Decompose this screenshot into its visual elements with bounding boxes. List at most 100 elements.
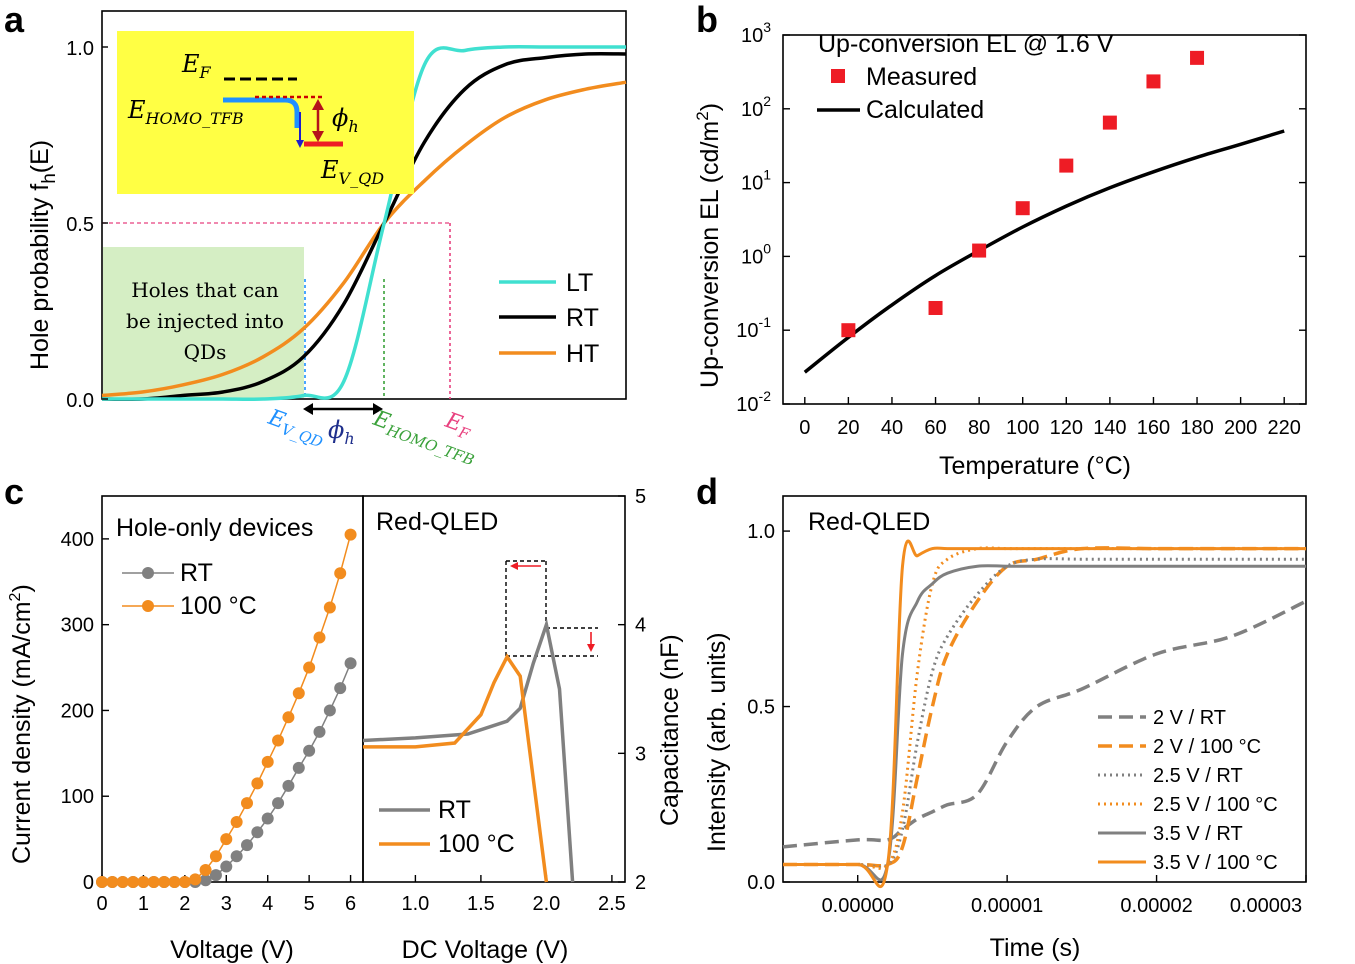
- legend-c-rt-label: RT: [180, 559, 213, 587]
- panel-c-left-point: [251, 777, 264, 790]
- panel-c-left-point: [147, 876, 160, 888]
- panel-c-right-y-tick-label: 3: [635, 743, 646, 765]
- panel-c-left-point: [292, 687, 305, 700]
- panel-b-y-tick-label: 101: [741, 167, 771, 195]
- measured-point: [841, 323, 856, 338]
- panel-c-left-point: [282, 779, 295, 792]
- legend-cr-rt-label: RT: [438, 796, 471, 824]
- panel-c-left-point: [220, 860, 233, 873]
- panel-c-y-label-left: Current density (mA/cm2): [7, 584, 36, 864]
- panel-c-left-line-0: [102, 662, 352, 883]
- panel-d-legend-label: 2 V / 100 °C: [1153, 736, 1261, 758]
- panel-c-right-x-tick-label: 1.0: [401, 893, 429, 915]
- panel-b-x-tick-label: 80: [968, 417, 990, 439]
- panel-c-left-point: [313, 725, 326, 738]
- panel-c-left-point: [178, 876, 191, 888]
- panel-a: a Holes that can be injected into QDs EF…: [4, 0, 627, 469]
- legend-measured-marker: [831, 69, 845, 83]
- panel-c-left-point: [220, 833, 233, 846]
- panel-d-series-line: [783, 557, 1306, 869]
- inset-red-arrowhead-top: [312, 99, 324, 110]
- panel-a-y-ticks: 0.0 0.5 1.0: [66, 38, 108, 412]
- shift-arrow-down-head: [587, 644, 595, 652]
- panel-c-y-label-right: Capacitance (nF): [656, 634, 684, 826]
- panel-c-left-point: [230, 815, 243, 828]
- panel-d-x-tick-label: 0.00000: [822, 895, 894, 917]
- panel-d-title: Red-QLED: [808, 508, 930, 536]
- xmark-ef: EF: [440, 408, 476, 444]
- legend-measured-label: Measured: [866, 63, 977, 91]
- panel-c-left-point: [106, 876, 119, 888]
- panel-a-green-box: [103, 247, 304, 398]
- panel-c-left-y-tick-label: 400: [61, 529, 94, 551]
- panel-b-x-tick-label: 220: [1268, 417, 1301, 439]
- panel-b-x-tick-label: 60: [924, 417, 946, 439]
- panel-c-left-point: [241, 797, 253, 810]
- panel-b-legend-title: Up-conversion EL @ 1.6 V: [818, 30, 1114, 58]
- panel-c-left-point: [261, 812, 274, 825]
- panel-d-frame: [782, 495, 1307, 883]
- shift-arrow-left-head: [510, 562, 518, 570]
- panel-c-right-line-0: [362, 617, 575, 883]
- panel-d-x-tick-label: 0.00003: [1230, 895, 1302, 917]
- measured-point: [1059, 158, 1074, 173]
- measured-point: [972, 243, 987, 258]
- panel-c-left-point: [199, 863, 212, 876]
- panel-b-frame: [782, 34, 1307, 405]
- panel-c-left-point: [209, 850, 222, 863]
- panel-c-left-point: [127, 876, 140, 888]
- panel-c-left-point: [344, 657, 357, 670]
- panel-c-label: c: [4, 471, 24, 512]
- legend-c-100-label: 100 °C: [180, 592, 257, 620]
- panel-d-legend-label: 2 V / RT: [1153, 707, 1226, 729]
- inset-red-arrowhead-bottom: [312, 131, 324, 142]
- measured-points: [841, 50, 1205, 338]
- panel-c-left-point: [282, 711, 295, 724]
- panel-c-left-point: [230, 850, 243, 863]
- panel-c-left-point: [303, 744, 316, 757]
- panel-b-x-tick-label: 140: [1093, 417, 1126, 439]
- panel-c-left-point: [344, 528, 357, 541]
- panel-c-left-line-1: [102, 534, 352, 883]
- panel-d-y-tick-label: 0.0: [747, 872, 775, 894]
- panel-c-left-point: [116, 876, 129, 888]
- panel-d-legend-label: 2.5 V / RT: [1153, 765, 1243, 787]
- panel-b-x-tick-label: 0: [799, 417, 810, 439]
- curve-ht: [101, 80, 627, 398]
- panel-c-left-point: [261, 755, 274, 768]
- panel-b-x-tick-label: 180: [1180, 417, 1213, 439]
- legend-c-100-marker: [142, 600, 154, 612]
- curve-rt: [101, 52, 627, 402]
- panel-d-legend-label: 3.5 V / RT: [1153, 823, 1243, 845]
- panel-d-y-tick-label: 0.5: [747, 697, 775, 719]
- panel-c-left-x-tick-label: 3: [221, 893, 232, 915]
- panel-d-series-line: [783, 539, 1306, 888]
- panel-c-left-x-tick-label: 4: [262, 893, 273, 915]
- panel-c-left-point: [209, 869, 222, 882]
- panel-a-frame: [101, 10, 627, 400]
- panel-c-x-label-right: DC Voltage (V): [402, 936, 569, 964]
- panel-b-y-tick-label: 103: [741, 19, 771, 47]
- panel-c-left-point: [96, 876, 108, 888]
- panel-c-right-frame: [362, 495, 626, 883]
- panel-c-left-y-tick-label: 0: [83, 872, 94, 894]
- panel-c-left-point: [323, 704, 336, 717]
- xmark-evqd: EV_QD: [263, 405, 329, 452]
- panel-c: c 0 1 2 3 4 5 6 0 100 200 300 400 1.0 1.5 2.0 2.5 2 3 4 5 H…: [4, 471, 684, 964]
- panel-b-label: b: [696, 0, 718, 40]
- panel-c-left-x-tick-label: 0: [96, 893, 107, 915]
- panel-c-left-point: [272, 734, 285, 747]
- panel-b-x-tick-label: 40: [881, 417, 903, 439]
- panel-c-left-point: [158, 876, 171, 888]
- panel-b-x-tick-label: 120: [1050, 417, 1083, 439]
- panel-b-y-label: Up-conversion EL (cd/m2): [693, 103, 724, 388]
- panel-d-y-tick-label: 1.0: [747, 521, 775, 543]
- panel-d-series: [782, 539, 1307, 888]
- xmark-phi: ϕh: [328, 416, 355, 448]
- panel-d-x-tick-label: 0.00001: [971, 895, 1043, 917]
- panel-d-axes: 0.00000 0.00001 0.00002 0.00003 0.0 0.5 1.0: [747, 521, 1307, 917]
- panel-d-series-line: [783, 546, 1306, 870]
- panel-c-right-title: Red-QLED: [376, 508, 498, 536]
- panel-d-legend-label: 2.5 V / 100 °C: [1153, 794, 1278, 816]
- panel-c-left-x-tick-label: 5: [304, 893, 315, 915]
